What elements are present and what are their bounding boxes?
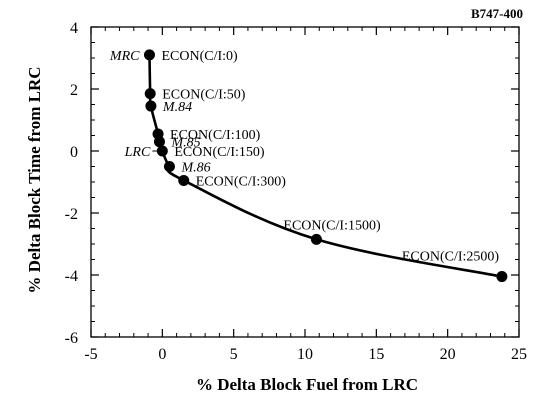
y-tick-label: -6 bbox=[65, 330, 78, 347]
y-axis-label: % Delta Block Time from LRC bbox=[25, 66, 44, 293]
annotation-label: ECON(C/I:0) bbox=[161, 49, 238, 64]
data-point bbox=[156, 145, 168, 157]
y-tick-label: -2 bbox=[65, 206, 78, 223]
x-tick-label: 25 bbox=[511, 346, 527, 363]
corner-label: B747-400 bbox=[471, 6, 523, 21]
annotation-label: ECON(C/I:1500) bbox=[283, 218, 381, 233]
data-point bbox=[143, 49, 155, 61]
plot-area: -5 0 5 10 15 20 25 -6 -4 -2 0 2 4 MRC ECON(C/I:0) ECON(… bbox=[65, 20, 527, 363]
x-tick-label: 0 bbox=[158, 346, 166, 363]
data-point bbox=[178, 174, 190, 186]
x-tick-label: -5 bbox=[84, 346, 97, 363]
data-point bbox=[145, 100, 157, 112]
y-tick-label: 4 bbox=[70, 20, 78, 37]
x-tick-label: 5 bbox=[230, 346, 238, 363]
annotation-label: M.84 bbox=[162, 100, 192, 115]
data-point bbox=[144, 88, 156, 100]
annotation-label: M.86 bbox=[180, 161, 210, 176]
annotation-label: ECON(C/I:100) bbox=[170, 128, 261, 143]
y-tick-label: -4 bbox=[65, 268, 78, 285]
data-point bbox=[153, 136, 165, 148]
annotation-label: ECON(C/I:300) bbox=[196, 174, 287, 189]
annotation-label: ECON(C/I:50) bbox=[162, 88, 246, 103]
annotation-label: M.85 bbox=[170, 136, 200, 151]
data-point bbox=[496, 271, 508, 283]
x-tick-label: 20 bbox=[440, 346, 456, 363]
x-tick-label: 10 bbox=[297, 346, 313, 363]
annotation-label: ECON(C/I:150) bbox=[174, 145, 265, 160]
x-axis-label: % Delta Block Fuel from LRC bbox=[196, 375, 418, 394]
y-tick-label: 2 bbox=[70, 82, 78, 99]
data-point bbox=[310, 233, 322, 245]
annotation-label: MRC bbox=[109, 49, 140, 64]
plot-frame bbox=[90, 26, 520, 338]
x-tick-label: 15 bbox=[368, 346, 384, 363]
annotation-label: LRC bbox=[124, 145, 151, 160]
annotation-label: ECON(C/I:2500) bbox=[402, 250, 500, 265]
data-point bbox=[163, 161, 175, 172]
y-tick-label: 0 bbox=[70, 144, 78, 161]
